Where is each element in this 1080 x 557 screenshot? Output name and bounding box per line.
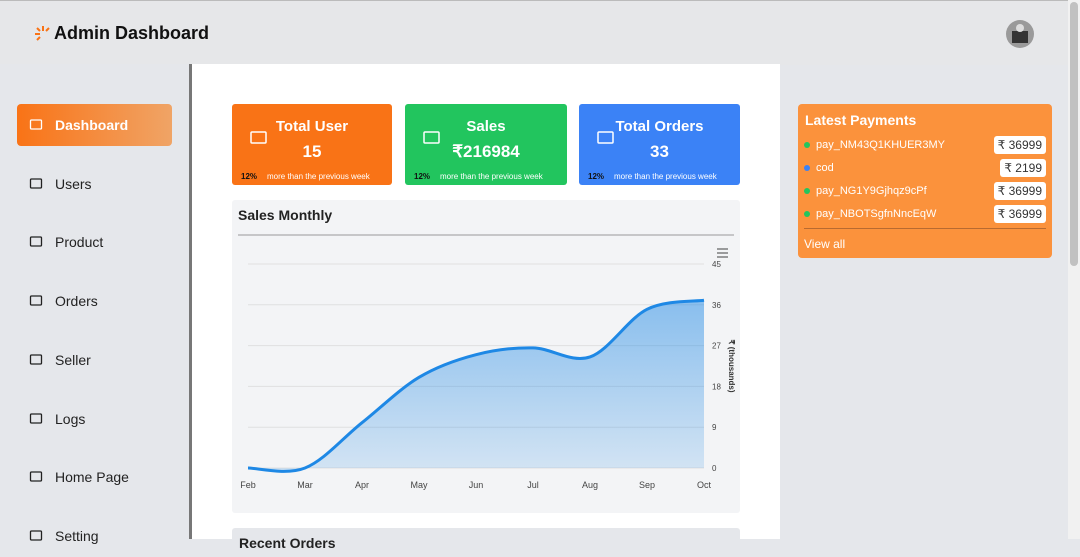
- card-value: 15: [302, 142, 322, 161]
- x-tick-label: Oct: [697, 480, 712, 490]
- orders-title: Recent Orders: [239, 535, 336, 548]
- card-value: 33: [650, 142, 669, 161]
- x-tick-label: Feb: [240, 480, 256, 490]
- card-title: Total User: [275, 118, 349, 135]
- y-tick-label: 36: [712, 301, 721, 310]
- status-dot: [804, 142, 810, 148]
- x-tick-label: Jul: [527, 480, 539, 490]
- card-title: Total Orders: [615, 118, 704, 135]
- nav-label: Product: [55, 234, 104, 251]
- orders-card: Recent Orders: [232, 528, 740, 548]
- nav-icon: [29, 178, 43, 189]
- nav-icon: [29, 295, 43, 306]
- y-axis-title: ₹ (thousands): [727, 339, 736, 392]
- payment-amount: ₹ 36999: [993, 182, 1046, 200]
- nav-icon: [29, 236, 43, 248]
- y-tick-label: 45: [712, 260, 721, 269]
- card-note: more than the previous week: [440, 172, 543, 181]
- payment-id: pay_NG1Y9Gjhqz9cPf: [816, 185, 927, 197]
- header: Admin Dashboard: [0, 0, 1068, 65]
- nav-item[interactable]: Home Page: [17, 456, 172, 498]
- stat-card: Sales ₹216984 12% more than the previous we…: [405, 104, 567, 185]
- nav-label: Orders: [55, 293, 98, 310]
- payment-amount: ₹ 2199: [1000, 159, 1046, 177]
- nav-label: Seller: [55, 351, 91, 368]
- nav-label: Logs: [55, 410, 86, 427]
- nav-label: Setting: [55, 527, 99, 544]
- avatar[interactable]: [1005, 19, 1035, 49]
- card-percent: 12%: [241, 172, 258, 181]
- line: [247, 298, 705, 473]
- card-icon: [597, 131, 614, 144]
- chart-card: Sales Monthly 0 9 18 27 36 45 ₹ (thousands) Feb M…: [232, 200, 740, 513]
- nav-item[interactable]: Dashboard: [17, 104, 172, 146]
- chart-title: Sales Monthly: [238, 207, 332, 223]
- area: [248, 300, 704, 472]
- x-tick-label: May: [410, 480, 428, 490]
- nav-label: Users: [55, 175, 92, 192]
- x-tick-label: Sep: [639, 480, 655, 490]
- payment-amount: ₹ 36999: [993, 205, 1046, 223]
- card-percent: 12%: [414, 172, 431, 181]
- card-title: Sales: [466, 118, 506, 135]
- payments-card: Latest Payments View all pay_NM43Q1KHUER…: [798, 104, 1052, 258]
- nav-icon: [29, 412, 43, 424]
- nav-label: Home Page: [55, 469, 129, 486]
- card-percent: 12%: [588, 172, 605, 181]
- y-tick-label: 0: [712, 464, 717, 473]
- card-icon: [423, 131, 440, 144]
- card-value: ₹216984: [452, 142, 520, 161]
- payment-amount: ₹ 36999: [993, 136, 1046, 154]
- nav-item[interactable]: Users: [17, 163, 172, 205]
- view-all-link[interactable]: View all: [804, 237, 846, 251]
- card-note: more than the previous week: [614, 172, 717, 181]
- logo: [35, 26, 50, 41]
- status-dot: [804, 188, 810, 194]
- card-note: more than the previous week: [267, 172, 370, 181]
- x-tick-label: Apr: [355, 480, 369, 490]
- scrollbar: [1068, 0, 1080, 539]
- menu-icon[interactable]: [717, 248, 728, 258]
- y-tick-label: 18: [712, 382, 721, 391]
- nav-item[interactable]: Logs: [17, 398, 172, 440]
- x-tick-label: Jun: [469, 480, 484, 490]
- nav-item[interactable]: Orders: [17, 280, 172, 322]
- payment-id: pay_NM43Q1KHUER3MY: [816, 139, 945, 151]
- app-title: Admin Dashboard: [54, 23, 210, 43]
- stat-card: Total User 15 12% more than the previous we…: [232, 104, 392, 185]
- payment-id: cod: [816, 162, 834, 174]
- status-dot: [804, 211, 810, 217]
- nav-label: Dashboard: [55, 117, 129, 133]
- nav-item[interactable]: Product: [17, 221, 172, 263]
- nav-item[interactable]: Setting: [17, 515, 172, 557]
- card-icon: [250, 131, 267, 144]
- status-dot: [804, 165, 810, 171]
- x-tick-label: Aug: [582, 480, 598, 490]
- y-tick-label: 27: [712, 342, 721, 351]
- nav-icon: [29, 354, 43, 365]
- y-tick-label: 9: [712, 423, 717, 432]
- divider: [804, 228, 1046, 229]
- payment-id: pay_NBOTSgfnNncEqW: [816, 208, 937, 220]
- nav-icon: [29, 471, 43, 482]
- nav-icon: [29, 530, 43, 541]
- nav-icon: [29, 119, 43, 130]
- chart: Sales Monthly 0 9 18 27 36 45 ₹ (thousands) Feb M…: [238, 207, 736, 490]
- x-tick-label: Mar: [297, 480, 313, 490]
- stat-card: Total Orders 33 12% more than the previous …: [579, 104, 740, 185]
- nav-item[interactable]: Seller: [17, 339, 172, 381]
- payments-title: Latest Payments: [805, 112, 917, 128]
